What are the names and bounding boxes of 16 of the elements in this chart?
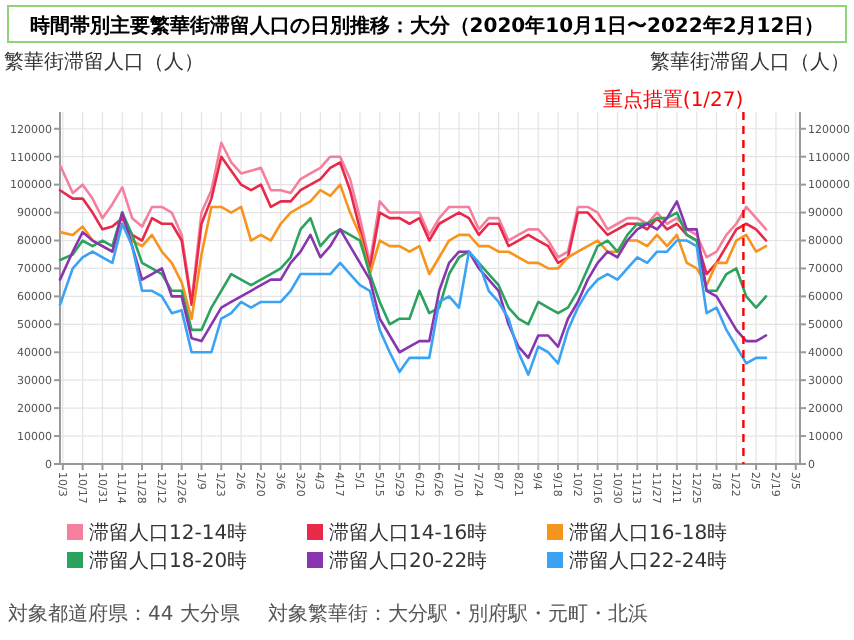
text: 対象繁華街：大分駅・別府駅・元町・北浜 [268, 602, 648, 626]
line-series [58, 200, 768, 360]
text: 対象都道府県：44 大分県 [8, 602, 240, 626]
legend-label: 滞留人口14-16時 [329, 521, 488, 545]
legend-label: 滞留人口20-22時 [329, 549, 488, 573]
legend-label: 滞留人口16-18時 [569, 521, 728, 545]
chart-title: 時間帯別主要繁華街滞留人口の日別推移：大分（2020年10月1日〜2022年2月12日） [29, 14, 825, 38]
y2-axis-title: 繁華街滞留人口（人） [650, 50, 850, 74]
legend-label: 滞留人口22-24時 [569, 549, 728, 573]
line-series [58, 183, 768, 321]
legend-label: 滞留人口18-20時 [89, 549, 248, 573]
line-series [58, 211, 768, 332]
line-series [58, 222, 768, 376]
y-axis-title: 繁華街滞留人口（人） [4, 50, 204, 74]
legend-label: 滞留人口12-14時 [89, 521, 248, 545]
ref-line-label: 重点措置(1/27) [602, 88, 744, 112]
